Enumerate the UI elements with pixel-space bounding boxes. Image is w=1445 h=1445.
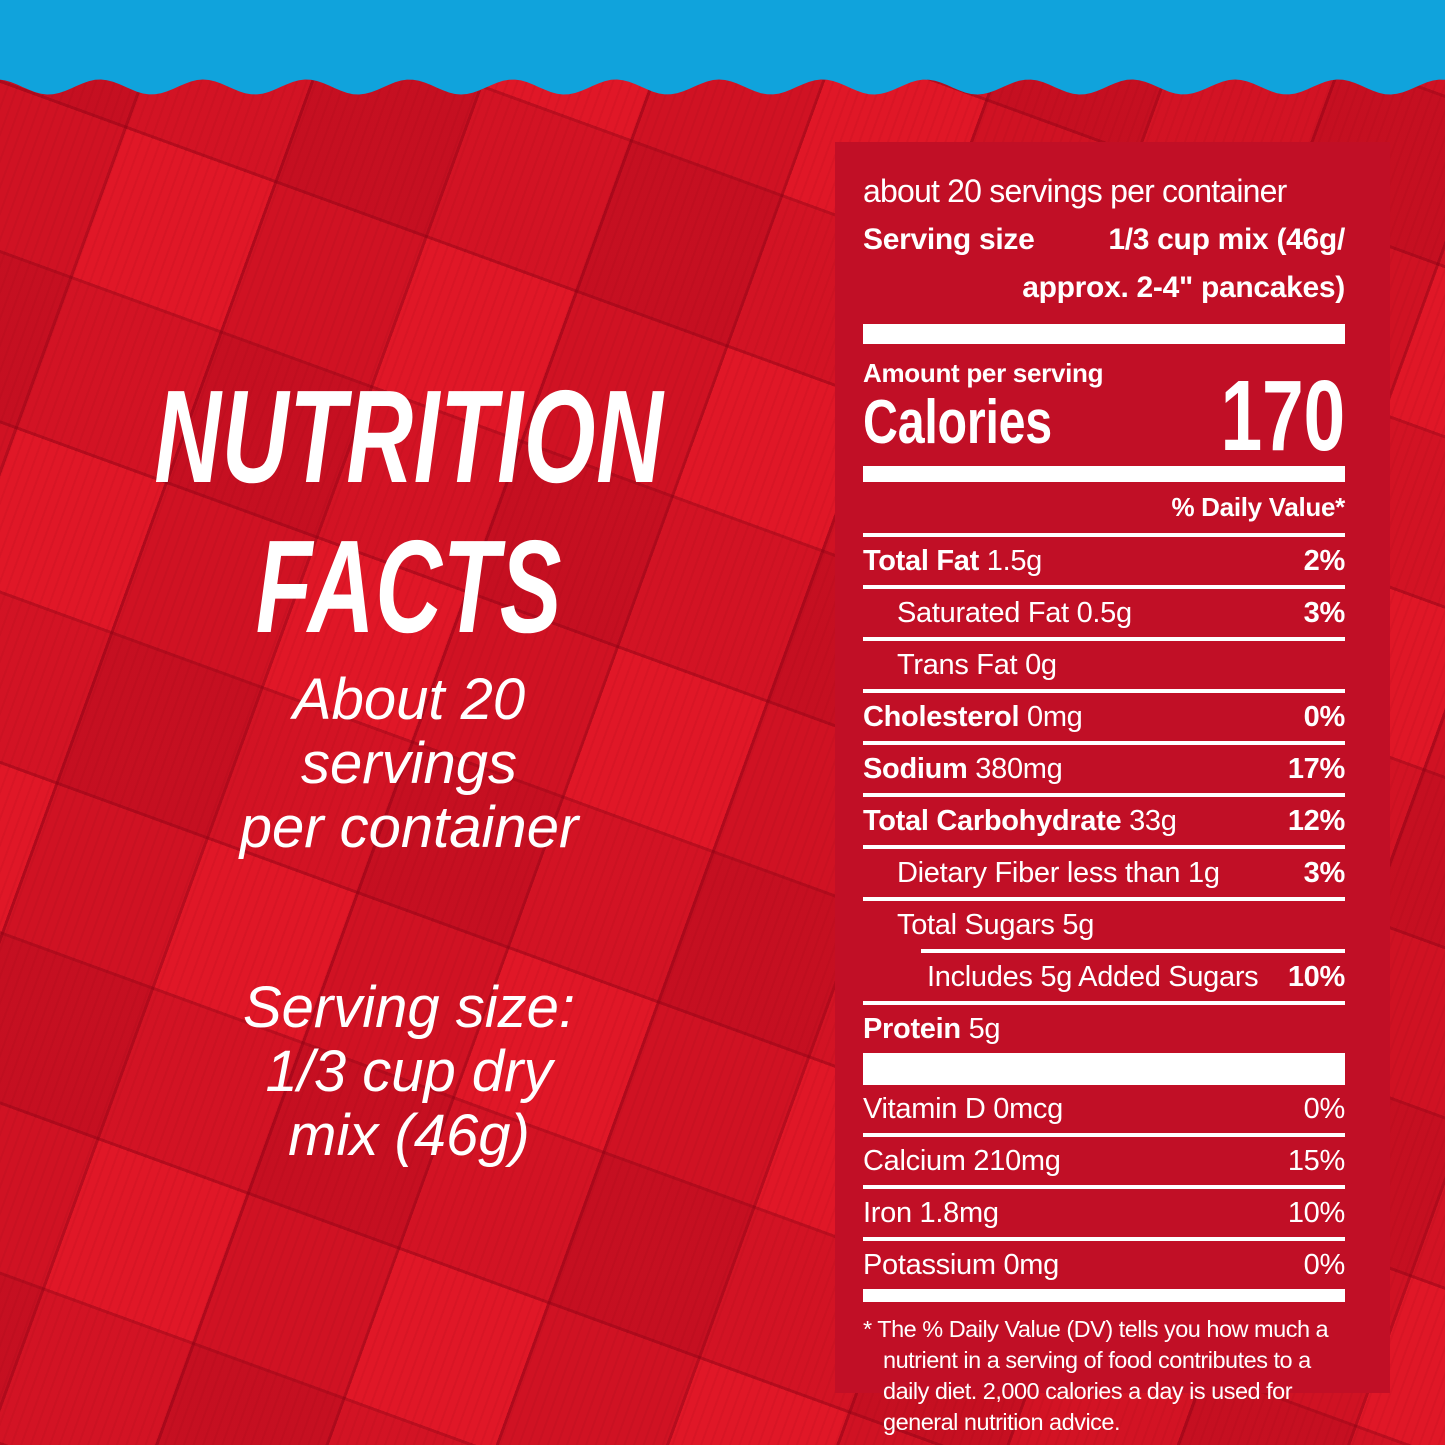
separator-bar-medium — [863, 466, 1345, 482]
headline-line1: NUTRITION — [154, 363, 664, 510]
nutrient-name: Includes 5g Added Sugars — [927, 961, 1259, 993]
nutrient-name: Protein — [863, 1013, 961, 1045]
nutrient-amount: 1.8mg — [919, 1197, 999, 1229]
nutrient-amount: less than 1g — [1066, 857, 1220, 889]
wave-shape — [0, 0, 1445, 95]
nutrient-amount: 210mg — [973, 1145, 1061, 1177]
nutrient-amount: 33g — [1129, 805, 1177, 837]
nutrient-daily-value: 0% — [1303, 701, 1346, 733]
nutrient-row: Trans Fat 0g — [863, 637, 1345, 689]
serving-size-value: 1/3 cup mix (46g/ — [1108, 223, 1345, 256]
nutrient-daily-value: 12% — [1287, 805, 1345, 837]
daily-value-footnote: * The % Daily Value (DV) tells you how m… — [863, 1316, 1329, 1435]
servings-per-container: about 20 servings per container — [863, 173, 1287, 209]
nutrient-amount: 0.5g — [1076, 597, 1133, 629]
nutrient-name-cell: Sodium 380mg — [863, 752, 1063, 786]
serving-size-line: 1/3 cup dry — [265, 1039, 553, 1104]
vitamin-row: Vitamin D 0mcg 0% — [863, 1085, 1345, 1133]
nutrient-name-cell: Protein 5g — [863, 1012, 1001, 1046]
nutrient-name: Sodium — [863, 753, 968, 785]
nutrient-name: Saturated Fat — [897, 597, 1069, 629]
nutrition-facts-headline: NUTRITION FACTS — [142, 362, 675, 662]
nutrient-name: Iron — [863, 1197, 912, 1229]
nutrient-name: Total Sugars — [897, 909, 1055, 941]
nutrient-daily-value: 15% — [1287, 1145, 1345, 1177]
nutrient-name: Cholesterol — [863, 701, 1020, 733]
nutrient-daily-value: 2% — [1303, 545, 1346, 577]
vitamin-row: Potassium 0mg 0% — [863, 1237, 1345, 1289]
nutrient-name-cell: Total Sugars 5g — [863, 908, 1094, 942]
nutrient-amount: 5g — [968, 1013, 1001, 1045]
nutrient-name: Dietary Fiber — [897, 857, 1060, 889]
daily-value-header: % Daily Value* — [1171, 492, 1345, 522]
nutrient-daily-value: 3% — [1303, 597, 1346, 629]
nutrient-name-cell: Trans Fat 0g — [863, 648, 1057, 682]
nutrient-name-cell: Vitamin D 0mcg — [863, 1092, 1063, 1126]
nutrient-name-cell: Calcium 210mg — [863, 1144, 1061, 1178]
nutrient-daily-value: 3% — [1303, 857, 1346, 889]
nutrient-daily-value: 10% — [1287, 961, 1345, 993]
nutrient-name: Total Fat — [863, 545, 979, 577]
nutrient-daily-value: 0% — [1303, 1093, 1346, 1125]
nutrient-daily-value: 17% — [1287, 753, 1345, 785]
nutrient-row: Includes 5g Added Sugars 10% — [863, 949, 1345, 1001]
nutrition-facts-panel: about 20 servings per container Serving … — [835, 142, 1390, 1435]
nutrient-name-cell: Total Fat 1.5g — [863, 544, 1042, 578]
nutrient-name: Trans Fat — [897, 649, 1018, 681]
nutrient-amount: 0mcg — [993, 1093, 1063, 1125]
servings-line: per container — [239, 795, 579, 860]
serving-size-line: Serving size: — [242, 975, 576, 1040]
serving-size-line: mix (46g) — [288, 1103, 530, 1168]
vitamin-row: Calcium 210mg 15% — [863, 1133, 1345, 1185]
nutrient-name-cell: Iron 1.8mg — [863, 1196, 999, 1230]
nutrient-name: Vitamin D — [863, 1093, 986, 1125]
serving-size-row: Serving size 1/3 cup mix (46g/ — [863, 222, 1345, 258]
servings-summary: About 20 servings per container — [28, 668, 790, 860]
nutrient-row: Sodium 380mg 17% — [863, 741, 1345, 793]
nutrient-name-cell: Includes 5g Added Sugars — [863, 960, 1259, 994]
servings-line: servings — [301, 731, 517, 796]
nutrient-name: Total Carbohydrate — [863, 805, 1122, 837]
servings-line: About 20 — [292, 667, 526, 732]
nutrient-name-cell: Saturated Fat 0.5g — [863, 596, 1132, 630]
nutrient-name: Potassium — [863, 1249, 996, 1281]
left-text-block: NUTRITION FACTS About 20 servings per co… — [28, 362, 790, 1168]
nutrient-amount: 380mg — [975, 753, 1063, 785]
nutrient-amount: 0mg — [1027, 701, 1083, 733]
calories-label: Calories — [863, 388, 1052, 457]
nutrient-row: Total Fat 1.5g 2% — [863, 533, 1345, 585]
nutrient-row: Cholesterol 0mg 0% — [863, 689, 1345, 741]
headline-line2: FACTS — [255, 513, 563, 660]
nutrient-name-cell: Total Carbohydrate 33g — [863, 804, 1177, 838]
nutrient-amount: 0mg — [1003, 1249, 1059, 1281]
nutrient-row: Protein 5g — [863, 1001, 1345, 1053]
serving-size-summary: Serving size: 1/3 cup dry mix (46g) — [28, 976, 790, 1168]
nutrient-name: Calcium — [863, 1145, 966, 1177]
nutrient-row: Total Carbohydrate 33g 12% — [863, 793, 1345, 845]
serving-size-label: Serving size — [863, 223, 1035, 256]
nutrient-name-cell: Dietary Fiber less than 1g — [863, 856, 1220, 890]
separator-bar-thin-thick — [863, 1289, 1345, 1302]
amount-per-serving-label: Amount per serving — [863, 358, 1104, 388]
nutrient-amount: 0g — [1025, 649, 1057, 681]
nutrient-row: Saturated Fat 0.5g 3% — [863, 585, 1345, 637]
separator-bar-thick — [863, 1053, 1345, 1085]
nutrient-name-cell: Cholesterol 0mg — [863, 700, 1083, 734]
nutrient-amount: 5g — [1062, 909, 1095, 941]
nutrient-row: Dietary Fiber less than 1g 3% — [863, 845, 1345, 897]
nutrient-daily-value: 0% — [1303, 1249, 1346, 1281]
nutrient-row: Total Sugars 5g — [863, 897, 1345, 949]
nutrient-rows: Total Fat 1.5g 2% Saturated Fat 0.5g 3% Tran… — [863, 533, 1345, 1053]
calories-row: Calories 170 — [863, 366, 1345, 466]
vitamin-row: Iron 1.8mg 10% — [863, 1185, 1345, 1237]
blue-wave-strip — [0, 0, 1445, 95]
calories-value: 170 — [1220, 360, 1346, 472]
separator-bar-thick — [863, 324, 1345, 344]
nutrient-name-cell: Potassium 0mg — [863, 1248, 1059, 1282]
nutrient-amount: 1.5g — [986, 545, 1043, 577]
serving-size-value-line2: approx. 2-4" pancakes) — [1022, 271, 1345, 304]
vitamin-rows: Vitamin D 0mcg 0% Calcium 210mg 15% Iron 1.8… — [863, 1085, 1345, 1289]
nutrient-daily-value: 10% — [1287, 1197, 1345, 1229]
